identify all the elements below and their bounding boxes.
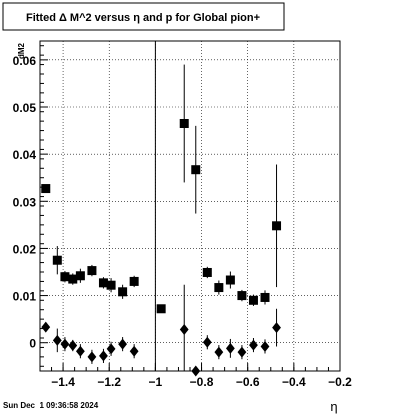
data-point-diamond: [41, 321, 51, 333]
data-point-diamond: [225, 342, 235, 354]
marks-layer: [41, 41, 282, 377]
data-point-diamond: [68, 340, 78, 352]
data-point-square: [68, 274, 78, 284]
y-tick-label: 0.02: [13, 242, 37, 256]
y-tick-label: 0.01: [13, 290, 37, 304]
data-point-square: [41, 184, 51, 194]
data-point-diamond: [129, 345, 139, 357]
data-point-diamond: [179, 324, 189, 336]
x-tick-label: −1.2: [97, 375, 121, 389]
x-tick-label: −1: [149, 375, 163, 389]
y-tick-label: 0.06: [13, 54, 37, 68]
data-point-square: [214, 283, 224, 293]
data-point-square: [98, 278, 108, 288]
data-point-diamond: [87, 351, 97, 363]
data-point-square: [260, 292, 270, 302]
x-tick-label: −0.8: [190, 375, 214, 389]
x-tick-label: −0.4: [282, 375, 306, 389]
axis-layer: −1.4 −1.2 −1 −0.8 −0.6 −0.4 −0.2 0 0.01 0.02 0.03 0…: [13, 45, 352, 389]
data-point-square: [272, 221, 282, 231]
data-point-diamond: [106, 343, 116, 355]
data-point-diamond: [75, 345, 85, 357]
y-tick-label: 0.03: [13, 195, 37, 209]
data-point-square: [179, 119, 189, 128]
x-tick-label: −1.4: [51, 375, 75, 389]
y-tick-label: 0.05: [13, 101, 37, 115]
data-point-diamond: [118, 338, 128, 350]
x-axis-label: η: [330, 399, 337, 414]
data-point-square: [225, 275, 235, 285]
data-point-square: [129, 276, 139, 286]
data-point-square: [106, 280, 116, 290]
data-point-diamond: [99, 350, 108, 362]
data-point-diamond: [52, 334, 62, 346]
y-axis-label: dM2: [17, 42, 26, 59]
x-tick-label: −0.2: [328, 375, 352, 389]
title-box: Fitted Δ M^2 versus η and p for Global p…: [2, 2, 285, 31]
data-point-diamond: [237, 346, 247, 358]
data-point-square: [191, 165, 201, 175]
data-point-square: [75, 271, 85, 281]
chart-title: Fitted Δ M^2 versus η and p for Global p…: [26, 12, 260, 24]
x-tick-label: −0.6: [236, 375, 260, 389]
data-point-square: [52, 255, 62, 265]
data-point-diamond: [191, 365, 201, 377]
data-point-square: [118, 287, 128, 297]
data-point-square: [202, 267, 212, 277]
y-tick-label: 0: [29, 337, 36, 351]
data-point-diamond: [249, 339, 258, 351]
data-point-diamond: [202, 336, 212, 348]
data-point-square: [248, 295, 258, 305]
data-point-diamond: [260, 340, 270, 352]
y-tick-label: 0.04: [13, 148, 37, 162]
data-point-diamond: [214, 346, 224, 358]
data-point-square: [60, 272, 70, 282]
data-point-diamond: [60, 338, 70, 350]
data-point-square: [156, 304, 166, 314]
grid-layer: [40, 41, 340, 371]
data-point-square: [237, 291, 247, 301]
data-point-diamond: [272, 322, 281, 334]
footer-date: Sun Dec 1 09:36:58 2024: [3, 401, 99, 410]
data-point-square: [87, 266, 97, 276]
plot-frame: [39, 40, 341, 372]
